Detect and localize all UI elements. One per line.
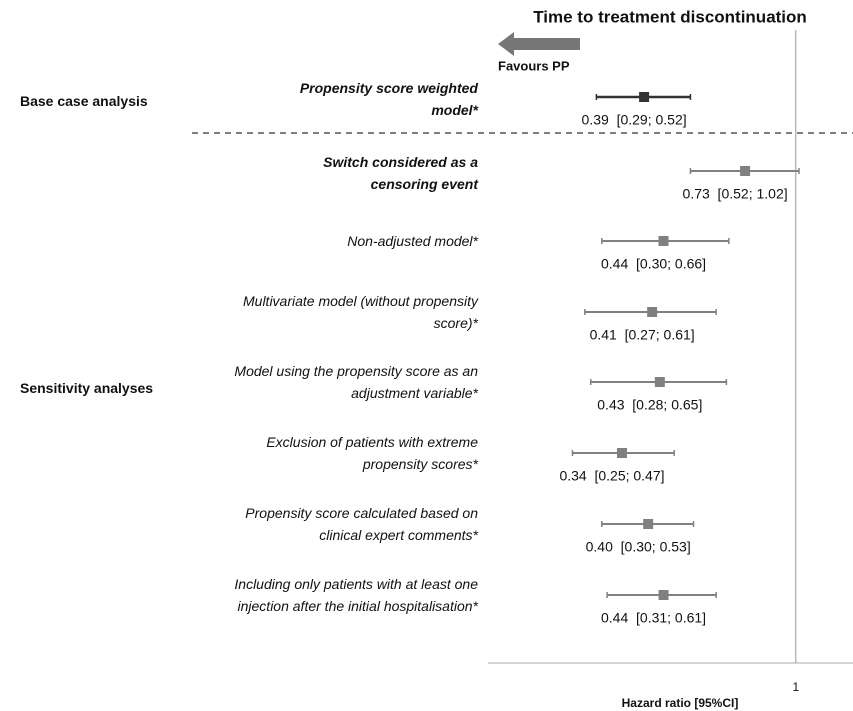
value-label: 0.44 [0.30; 0.66] (601, 256, 706, 272)
row-label: Propensity score calculated based on cli… (245, 505, 478, 543)
value-label: 0.44 [0.31; 0.61] (601, 610, 706, 626)
row-label: Non-adjusted model* (347, 233, 478, 249)
chart-title: Time to treatment discontinuation (533, 7, 807, 26)
point-estimate (639, 92, 650, 102)
row-label: Multivariate model (without propensity s… (243, 293, 478, 331)
point-estimate (654, 377, 665, 387)
arrow-label: Favours PP (498, 58, 570, 73)
value-label: 0.34 [0.25; 0.47] (559, 468, 664, 484)
point-estimate (647, 307, 658, 317)
x-axis-label: Hazard ratio [95%CI] (622, 696, 739, 710)
group-label: Sensitivity analyses (20, 380, 154, 396)
group-label: Base case analysis (20, 93, 148, 109)
value-label: 0.39 [0.29; 0.52] (582, 112, 687, 128)
row-label: Switch considered as a censoring event (323, 154, 478, 192)
point-estimate (643, 519, 654, 529)
value-label: 0.41 [0.27; 0.61] (590, 327, 695, 343)
point-estimate (658, 236, 669, 246)
value-label: 0.40 [0.30; 0.53] (586, 539, 691, 555)
point-estimate (658, 590, 669, 600)
x-tick-label: 1 (792, 680, 799, 694)
direction-arrow (498, 32, 580, 56)
row-label: Including only patients with at least on… (234, 576, 478, 614)
point-estimate (616, 448, 627, 458)
row-label: Exclusion of patients with extreme prope… (266, 434, 478, 472)
value-label: 0.43 [0.28; 0.65] (597, 397, 702, 413)
point-estimate (740, 166, 751, 176)
row-label: Model using the propensity score as an a… (234, 363, 478, 401)
value-label: 0.73 [0.52; 1.02] (683, 186, 788, 202)
row-label: Propensity score weighted model* (299, 80, 478, 118)
